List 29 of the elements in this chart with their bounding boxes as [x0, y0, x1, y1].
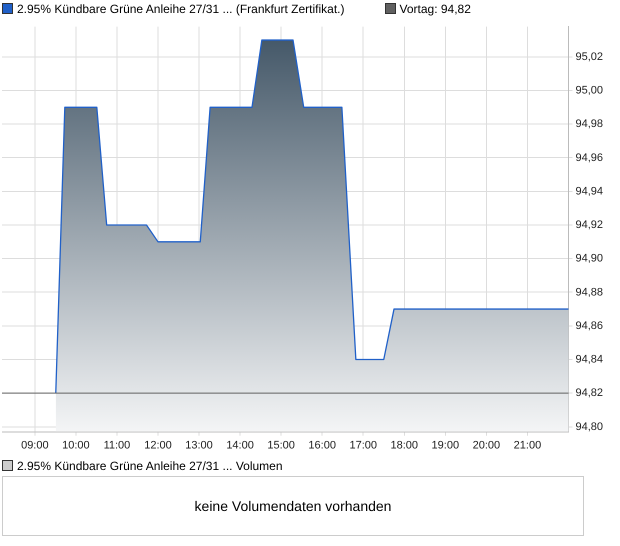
x-tick-label: 17:00: [349, 439, 377, 452]
y-tick-label: 94,80: [575, 420, 604, 433]
y-tick-label: 94,98: [575, 118, 604, 130]
x-tick-label: 20:00: [472, 439, 500, 452]
x-tick-label: 14:00: [226, 439, 254, 452]
y-tick-label: 94,92: [575, 219, 604, 232]
x-tick-label: 12:00: [144, 439, 172, 452]
y-tick-label: 94,94: [575, 185, 604, 198]
y-tick-label: 94,84: [575, 354, 604, 366]
y-tick-label: 94,82: [575, 387, 604, 400]
x-tick-label: 21:00: [514, 439, 542, 452]
x-tick-label: 09:00: [21, 439, 49, 452]
x-tick-label: 18:00: [390, 439, 418, 452]
x-tick-label: 11:00: [104, 439, 130, 452]
y-tick-label: 94,88: [575, 286, 604, 298]
x-tick-label: 10:00: [62, 439, 90, 452]
y-tick-label: 94,90: [575, 252, 604, 265]
x-tick-label: 19:00: [432, 439, 460, 452]
legend-label: Vortag: 94,82: [398, 2, 471, 17]
x-tick-label: 15:00: [267, 439, 295, 452]
legend-label: 2.95% Kündbare Grüne Anleihe 27/31 ... (Frankfurt Zertifikat.): [16, 2, 345, 17]
x-tick-label: 13:00: [185, 439, 213, 452]
text: 2.95% Kündbare Grüne Anleihe 27/31 ... Volumen: [16, 459, 284, 474]
y-tick-label: 95,00: [575, 84, 604, 97]
y-tick-label: 94,96: [575, 152, 604, 164]
y-tick-label: 95,02: [575, 50, 604, 63]
y-tick-label: 94,86: [575, 320, 604, 332]
x-tick-label: 16:00: [308, 439, 336, 452]
text: keine Volumendaten vorhanden: [2, 476, 584, 536]
